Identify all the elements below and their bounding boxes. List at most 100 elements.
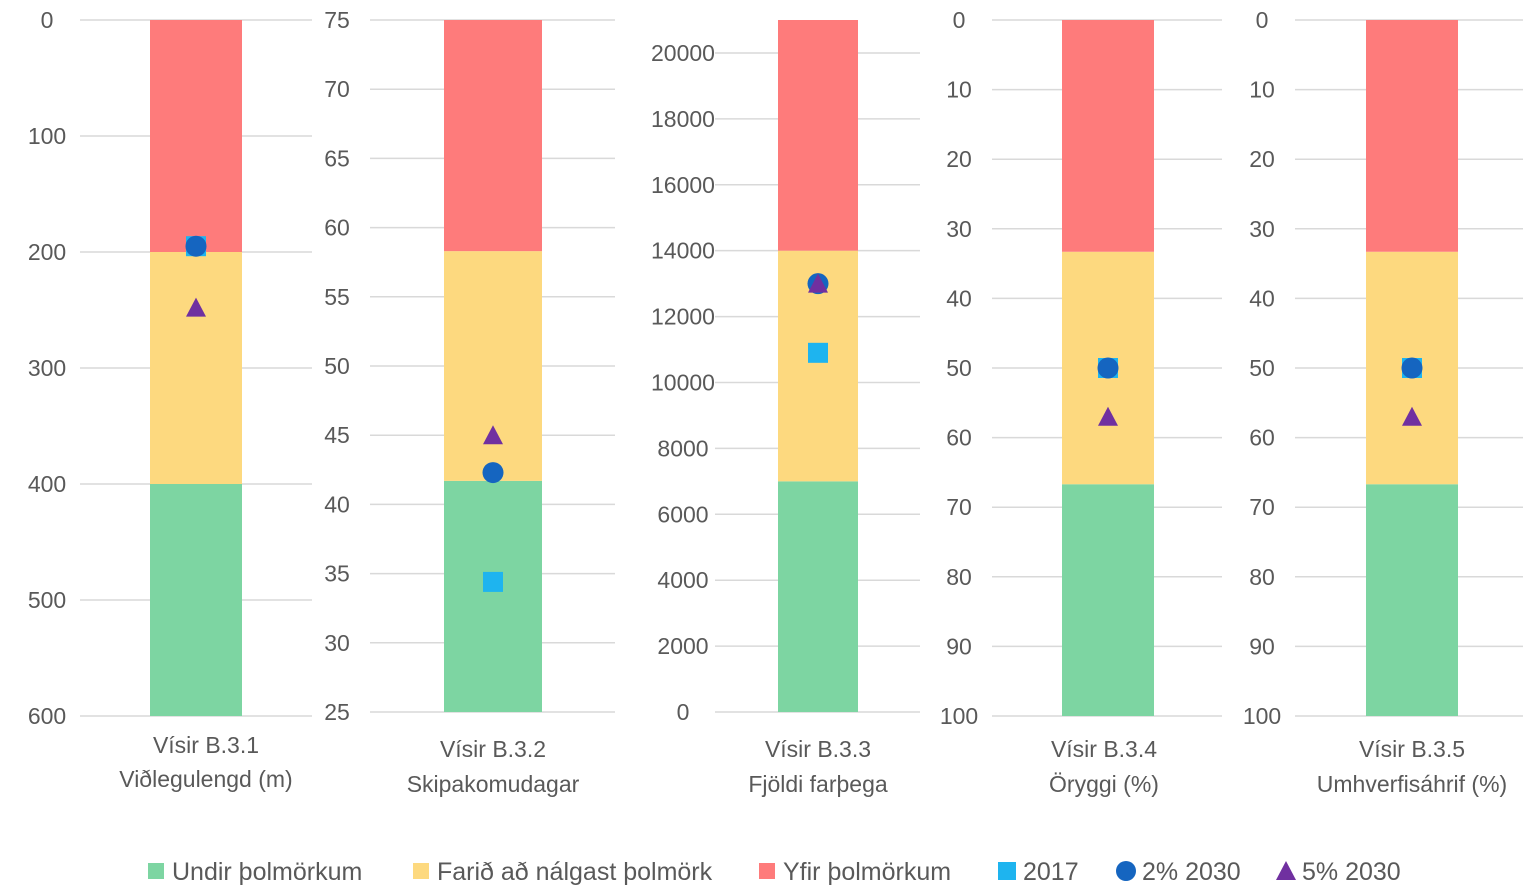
- y-tick-label: 0: [953, 7, 966, 33]
- y-tick-label: 25: [324, 699, 350, 725]
- chart-panel-5: 0 10 20 30 40 50 60 70 80 90 100 Vísir B.3.5 Umhverf…: [1243, 7, 1523, 797]
- legend-swatch: [413, 863, 429, 879]
- marker-2pct-2030: [185, 235, 207, 257]
- y-tick-label: 12000: [651, 304, 715, 330]
- y-tick-label: 80: [1249, 564, 1275, 590]
- marker-2pct-2030: [482, 462, 504, 484]
- legend-item-t2030: 5% 2030: [1276, 858, 1401, 885]
- y-tick-label: 70: [946, 494, 972, 520]
- y-tick-label: 300: [28, 355, 66, 381]
- marker-5pct-2030: [808, 273, 828, 293]
- band-yellow: [444, 251, 542, 481]
- y-tick-label: 30: [1249, 216, 1275, 242]
- legend: Undir þolmörkum Farið að nálgast þolmörk Y…: [148, 858, 1401, 885]
- legend-swatch: [759, 863, 775, 879]
- y-tick-label: 45: [324, 422, 350, 448]
- y-tick-label: 75: [324, 7, 350, 33]
- marker-5pct-2030: [483, 425, 503, 445]
- y-tick-label: 90: [1249, 633, 1275, 659]
- y-tick-label: 50: [324, 353, 350, 379]
- band-red: [1366, 20, 1458, 252]
- y-tick-label: 100: [28, 123, 66, 149]
- legend-label: 2% 2030: [1142, 858, 1241, 885]
- band-green: [150, 484, 242, 716]
- y-tick-label: 40: [1249, 285, 1275, 311]
- y-tick-label: 500: [28, 587, 66, 613]
- y-tick-label: 0: [677, 699, 690, 725]
- marker-2pct-2030: [1401, 357, 1423, 379]
- chart-panel-1: 0 100 200 300 400 500 600 Vísir B.3.1 Viðlegulen…: [28, 7, 312, 792]
- y-tick-label: 80: [946, 564, 972, 590]
- y-tick-label: 4000: [657, 567, 708, 593]
- y-tick-label: 60: [324, 215, 350, 241]
- chart-panel-4: 0 10 20 30 40 50 60 70 80 90 100 Vísir B.3.4 Öryggi …: [940, 7, 1222, 797]
- y-tick-label: 0: [41, 7, 54, 33]
- legend-circle-icon: [1116, 861, 1136, 881]
- marker-5pct-2030: [1098, 406, 1118, 426]
- y-tick-label: 50: [946, 355, 972, 381]
- legend-item-red: Yfir þolmörkum: [759, 858, 951, 885]
- y-tick-label: 20000: [651, 40, 715, 66]
- marker-2pct-2030: [1097, 357, 1119, 379]
- legend-label: 5% 2030: [1302, 858, 1401, 885]
- legend-square-icon: [998, 862, 1016, 880]
- legend-item-yellow: Farið að nálgast þolmörk: [413, 858, 713, 885]
- band-green: [1062, 484, 1154, 716]
- band-red: [1062, 20, 1154, 252]
- x-label-line-2: Skipakomudagar: [407, 771, 580, 797]
- y-tick-label: 20: [946, 146, 972, 172]
- y-tick-label: 30: [946, 216, 972, 242]
- y-tick-label: 16000: [651, 172, 715, 198]
- y-tick-label: 55: [324, 284, 350, 310]
- y-tick-label: 10: [946, 77, 972, 103]
- y-tick-label: 10: [1249, 77, 1275, 103]
- y-tick-label: 18000: [651, 106, 715, 132]
- marker-2017: [483, 571, 503, 592]
- band-red: [444, 20, 542, 252]
- x-label-line-2: Öryggi (%): [1049, 771, 1159, 797]
- y-tick-label: 100: [940, 703, 978, 729]
- y-tick-label: 65: [324, 145, 350, 171]
- marker-5pct-2030: [186, 297, 206, 317]
- y-tick-label: 20: [1249, 146, 1275, 172]
- y-tick-label: 60: [946, 425, 972, 451]
- y-tick-label: 14000: [651, 238, 715, 264]
- legend-label: Yfir þolmörkum: [783, 858, 951, 885]
- y-tick-label: 40: [324, 491, 350, 517]
- y-tick-label: 200: [28, 239, 66, 265]
- y-tick-label: 50: [1249, 355, 1275, 381]
- y-tick-label: 90: [946, 633, 972, 659]
- y-tick-label: 70: [324, 76, 350, 102]
- y-tick-label: 70: [1249, 494, 1275, 520]
- y-tick-label: 8000: [657, 435, 708, 461]
- marker-2017: [808, 342, 828, 363]
- legend-swatch: [148, 863, 164, 879]
- legend-item-c2030: 2% 2030: [1116, 858, 1241, 885]
- legend-label: 2017: [1023, 858, 1079, 885]
- chart-panel-3: 0 2000 4000 6000 8000 10000 12000 14000 16000 180…: [651, 20, 920, 797]
- y-tick-label: 6000: [657, 501, 708, 527]
- chart-panel-2: 25 30 35 40 45 50 55 60 65 70 75 Vísir B.3.2 Skipako…: [324, 7, 615, 797]
- marker-5pct-2030: [1402, 406, 1422, 426]
- band-green: [444, 480, 542, 712]
- y-tick-label: 60: [1249, 425, 1275, 451]
- y-tick-label: 30: [324, 630, 350, 656]
- legend-item-green: Undir þolmörkum: [148, 858, 362, 885]
- x-label-line-1: Vísir B.3.5: [1359, 736, 1465, 762]
- x-label-line-1: Vísir B.3.2: [440, 736, 546, 762]
- legend-item-sq2017: 2017: [998, 858, 1079, 885]
- y-tick-label: 2000: [657, 633, 708, 659]
- band-red: [150, 20, 242, 252]
- band-yellow: [150, 252, 242, 484]
- y-tick-label: 35: [324, 561, 350, 587]
- x-label-line-1: Vísir B.3.1: [153, 732, 259, 758]
- y-tick-label: 10000: [651, 369, 715, 395]
- legend-label: Farið að nálgast þolmörk: [437, 858, 713, 885]
- band-green: [1366, 484, 1458, 716]
- x-label-line-2: Umhverfisáhrif (%): [1317, 771, 1507, 797]
- y-tick-label: 0: [1256, 7, 1269, 33]
- legend-triangle-icon: [1276, 861, 1296, 880]
- band-green: [778, 481, 858, 712]
- y-tick-label: 40: [946, 285, 972, 311]
